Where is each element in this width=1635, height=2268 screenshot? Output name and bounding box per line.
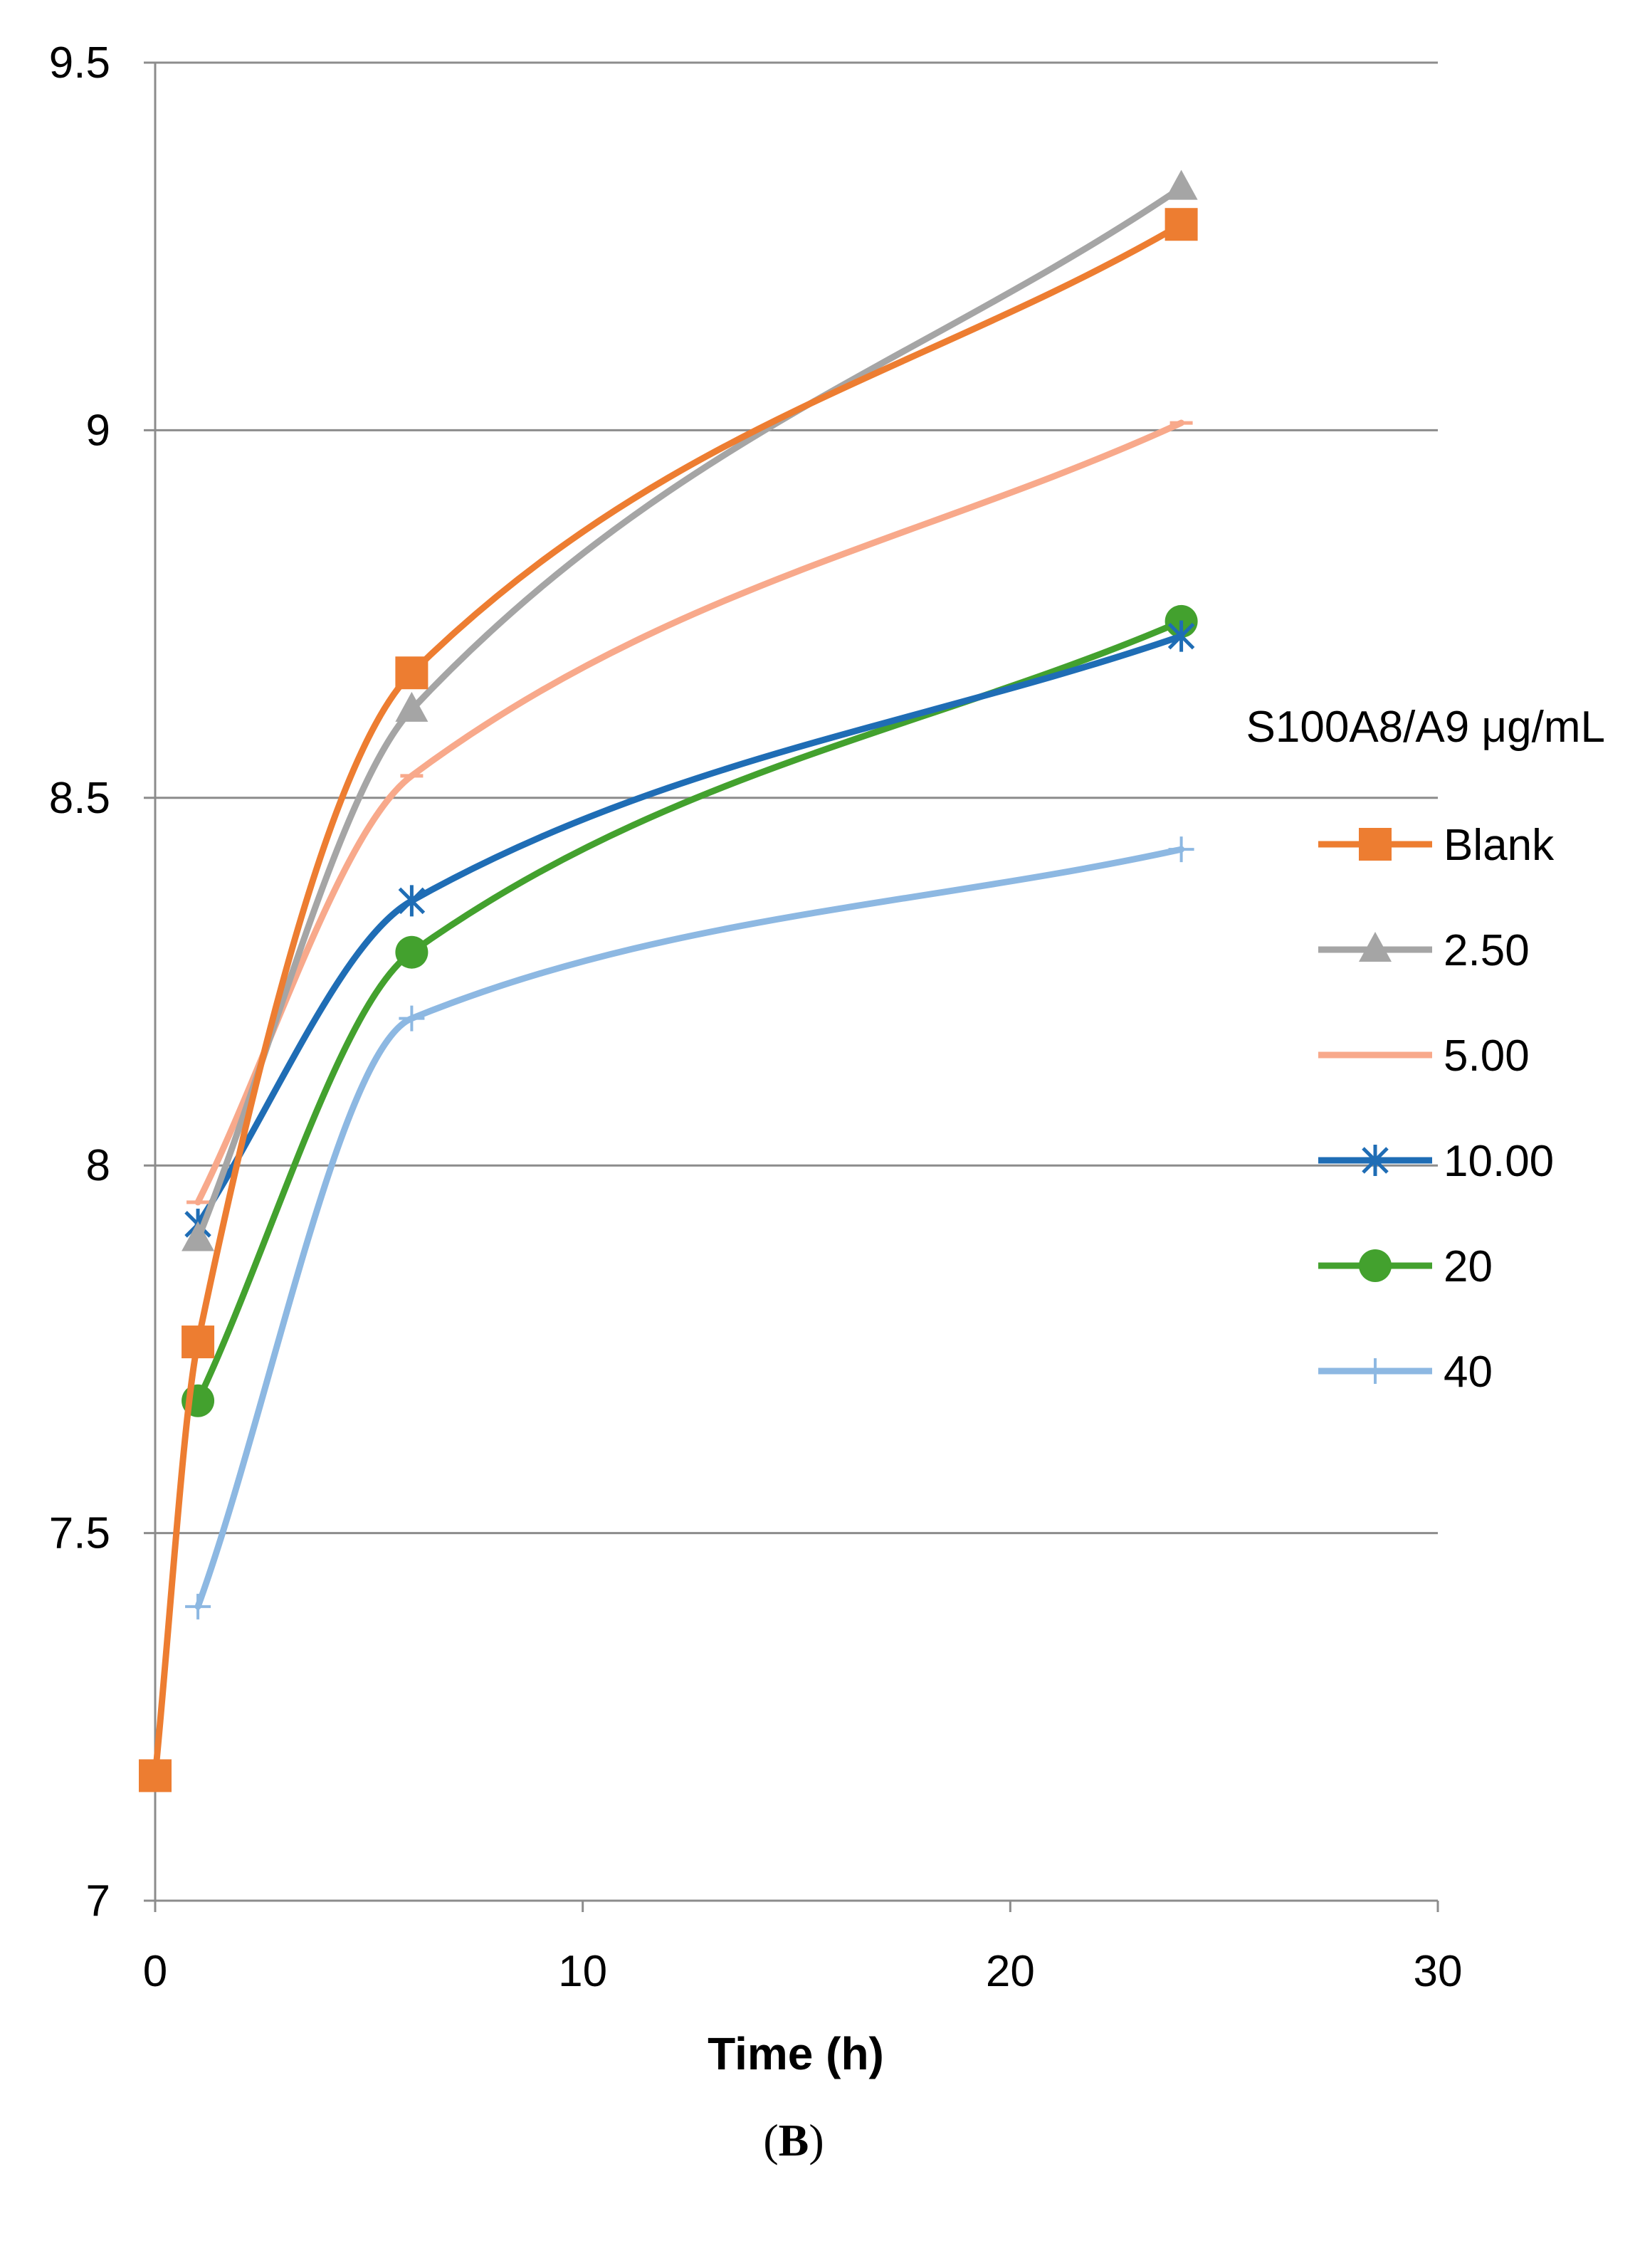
data-point [395, 656, 429, 690]
y-tick-label: 8 [86, 1141, 110, 1190]
legend-label: 20 [1444, 1242, 1493, 1291]
legend-marker [1362, 1145, 1389, 1176]
legend-item: 2.50 [1318, 926, 1530, 975]
series-line [194, 184, 1185, 1242]
series-line [194, 633, 1185, 1228]
legend-item: Blank [1318, 821, 1555, 870]
y-tick-label: 7 [86, 1876, 110, 1926]
legend-title: S100A8/A9 μg/mL [1246, 703, 1605, 752]
data-point [1165, 169, 1198, 200]
legend-marker [1362, 1358, 1388, 1384]
data-point [398, 885, 426, 917]
y-tick-label: 9 [86, 406, 110, 455]
legend-label: Blank [1444, 821, 1555, 870]
data-point [395, 691, 429, 722]
x-tick-label: 30 [1414, 1947, 1463, 1996]
data-point [182, 1325, 215, 1359]
x-tick-label: 0 [143, 1947, 167, 1996]
axes [154, 63, 1439, 1912]
series-line [194, 419, 1185, 1206]
series-20 [182, 604, 1198, 1417]
x-tick-label: 20 [986, 1947, 1035, 1996]
panel-label-close: ) [809, 2115, 824, 2165]
series-line [194, 846, 1185, 1610]
legend: S100A8/A9 μg/mL Blank 2.50 5.00 10.00 20 40 [1246, 703, 1605, 1397]
series-Blank [139, 208, 1198, 1792]
legend-marker [1359, 828, 1392, 861]
series-2-50 [182, 169, 1198, 1251]
data-point [1167, 620, 1195, 652]
data-point [1165, 208, 1198, 241]
x-tick-label: 10 [558, 1947, 607, 1996]
y-tick-label: 9.5 [49, 38, 110, 88]
series-40 [185, 836, 1194, 1619]
data-point [182, 1221, 215, 1251]
legend-item: 40 [1318, 1348, 1493, 1397]
tick-labels: 7 7.5 8 8.5 9 9.5 0 10 20 30 [49, 38, 1463, 1996]
legend-label: 10.00 [1444, 1137, 1554, 1186]
legend-item: 20 [1318, 1242, 1493, 1291]
legend-label: 5.00 [1444, 1031, 1530, 1081]
data-point [399, 1005, 425, 1031]
y-tick-label: 8.5 [49, 774, 110, 823]
panel-label-letter: B [779, 2115, 809, 2165]
x-axis-title: Time (h) [708, 2028, 884, 2079]
series-line [194, 618, 1185, 1405]
data-point [185, 1593, 211, 1619]
data-point [139, 1759, 172, 1792]
data-point [1168, 836, 1194, 863]
legend-item: 10.00 [1318, 1137, 1554, 1186]
data-point [395, 935, 429, 969]
series-line [152, 221, 1185, 1779]
legend-item: 5.00 [1318, 1031, 1530, 1081]
y-tick-label: 7.5 [49, 1509, 110, 1558]
series-10-00 [184, 620, 1195, 1240]
data-series [139, 169, 1198, 1792]
legend-marker [1359, 932, 1392, 962]
legend-label: 2.50 [1444, 926, 1530, 975]
legend-label: 40 [1444, 1348, 1493, 1397]
panel-label-open: ( [763, 2115, 778, 2165]
legend-marker [1359, 1249, 1392, 1282]
panel-label: (B) [763, 2115, 824, 2165]
